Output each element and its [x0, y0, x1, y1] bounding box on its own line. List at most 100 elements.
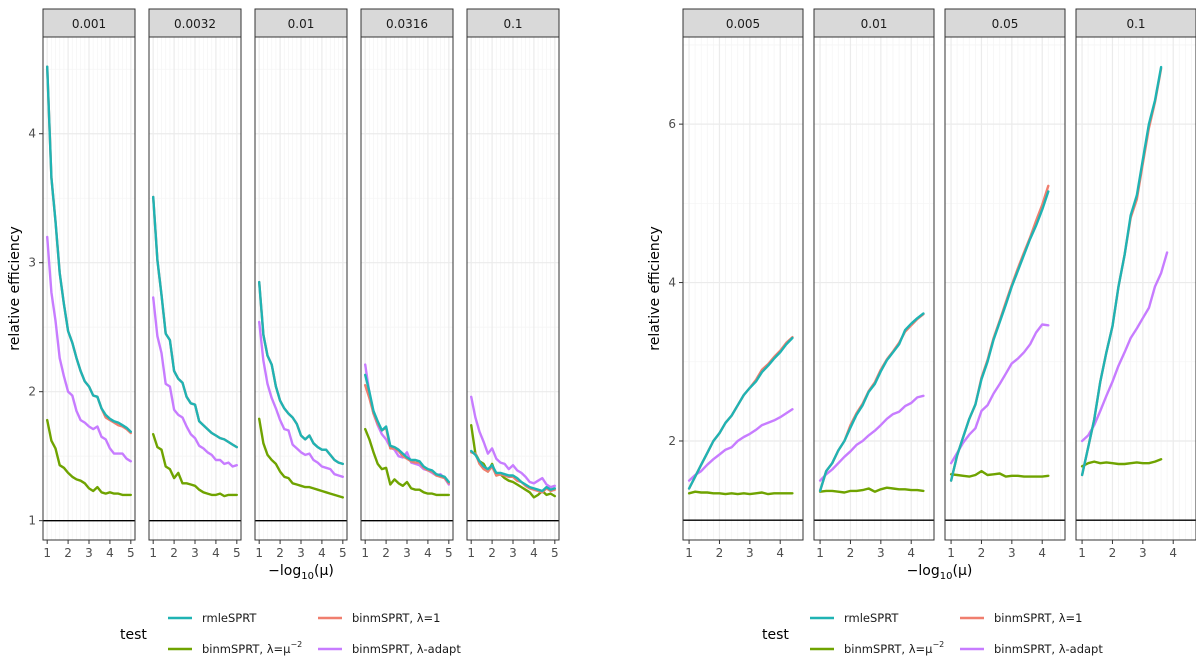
series-lines: [470, 395, 556, 499]
facet-strip-label: 0.05: [992, 17, 1019, 31]
x-axis-title-suffix: (μ): [952, 563, 972, 579]
x-tick-label: 4: [1038, 546, 1046, 560]
legend-1: test rmleSPRT binmSPRT, λ=1 binmSPRT, λ=μ−2…: [120, 611, 461, 656]
legend-title: test: [762, 627, 789, 643]
legend-label: binmSPRT, λ-adapt: [994, 642, 1103, 656]
series-line-rmleSPRT: [258, 280, 344, 466]
series-line-binm_lambda_mu: [687, 490, 794, 496]
x-axis-title-sub: 10: [301, 571, 314, 582]
series-line-binm_adapt: [152, 296, 238, 468]
panel-background: [1076, 37, 1196, 540]
x-tick-label: 1: [947, 546, 955, 560]
x-tick-label: 1: [149, 546, 157, 560]
x-tick-label: 3: [1139, 546, 1147, 560]
x-tick-label: 3: [509, 546, 517, 560]
x-tick-label: 2: [978, 546, 986, 560]
legend-item-rmleSPRT: rmleSPRT: [810, 611, 899, 625]
x-axis-title: −log10(μ): [907, 563, 973, 582]
x-tick-label: 5: [233, 546, 241, 560]
facet-panel: 0.1 1 2 3 4: [1075, 8, 1196, 560]
x-tick-label: 4: [424, 546, 432, 560]
facet-panel: 0.001 1 2 3 4 5: [42, 8, 136, 560]
legend-label: binmSPRT, λ=μ−2: [844, 640, 944, 656]
y-tick-label: 4: [668, 276, 676, 290]
facet-panel: 0.005 1 2 3 4: [682, 8, 804, 560]
series-lines: [46, 65, 132, 497]
series-line-binm_adapt: [470, 395, 556, 489]
x-tick-label: 3: [191, 546, 199, 560]
legend-item-binm_lambda1: binmSPRT, λ=1: [318, 611, 440, 625]
series-lines: [152, 195, 238, 498]
x-tick-label: 1: [361, 546, 369, 560]
y-tick-label: 2: [668, 434, 676, 448]
x-tick-label: 1: [255, 546, 263, 560]
x-axis-title-prefix: −log: [907, 563, 940, 579]
y-tick-label: 2: [28, 385, 36, 399]
series-lines: [818, 312, 925, 494]
y-tick-label: 4: [28, 127, 36, 141]
facet-strip: [42, 8, 136, 38]
series-lines: [687, 336, 794, 496]
series-line-rmleSPRT: [470, 449, 556, 493]
facet-strip-label: 0.1: [1126, 17, 1145, 31]
legend-label: binmSPRT, λ=μ−2: [202, 640, 302, 656]
legend-item-binm_lambda_mu: binmSPRT, λ=μ−2: [810, 640, 944, 656]
facet-strip: [360, 8, 454, 38]
series-lines: [364, 363, 450, 497]
facet-panel: 0.05 1 2 3 4: [944, 8, 1066, 560]
legend-item-binm_adapt: binmSPRT, λ-adapt: [960, 642, 1103, 656]
facet-panel: 0.0316 1 2 3 4 5: [360, 8, 454, 560]
series-line-binm_lambda_mu: [1080, 458, 1163, 468]
x-tick-label: 3: [1008, 546, 1016, 560]
series-line-rmleSPRT: [152, 195, 238, 449]
x-tick-label: 2: [170, 546, 178, 560]
legend-item-rmleSPRT: rmleSPRT: [168, 611, 257, 625]
x-axis-title: −log10(μ): [268, 563, 334, 582]
series-lines: [258, 280, 344, 499]
facet-strip: [813, 8, 935, 38]
x-axis-title-sub: 10: [940, 571, 953, 582]
series-line-binm_lambda_mu: [364, 427, 450, 497]
panel-background: [814, 37, 934, 540]
x-tick-label: 4: [776, 546, 784, 560]
series-lines: [949, 184, 1050, 482]
x-tick-label: 5: [551, 546, 559, 560]
x-tick-label: 5: [445, 546, 453, 560]
x-tick-label: 1: [467, 546, 475, 560]
x-tick-label: 4: [1169, 546, 1177, 560]
y-tick-label: 6: [668, 117, 676, 131]
facet-strip: [944, 8, 1066, 38]
series-line-binm_lambda_mu: [152, 433, 238, 498]
x-tick-label: 1: [43, 546, 51, 560]
legend-2: test rmleSPRT binmSPRT, λ=1 binmSPRT, λ=μ−2…: [762, 611, 1103, 656]
series-lines: [1080, 65, 1169, 477]
x-tick-label: 2: [382, 546, 390, 560]
x-tick-label: 2: [276, 546, 284, 560]
x-tick-label: 1: [1078, 546, 1086, 560]
legend-item-binm_lambda_mu: binmSPRT, λ=μ−2: [168, 640, 302, 656]
x-tick-label: 3: [297, 546, 305, 560]
series-line-rmleSPRT: [949, 190, 1050, 482]
series-line-rmleSPRT: [687, 336, 794, 490]
x-tick-label: 1: [685, 546, 693, 560]
legend-label: rmleSPRT: [202, 611, 257, 625]
panel-background: [683, 37, 803, 540]
x-tick-label: 3: [403, 546, 411, 560]
x-tick-label: 3: [746, 546, 754, 560]
x-tick-label: 3: [877, 546, 885, 560]
legend-title: test: [120, 627, 147, 643]
x-tick-label: 1: [816, 546, 824, 560]
facet-panel: 0.01 1 2 3 4: [813, 8, 935, 560]
series-line-rmleSPRT: [1080, 65, 1163, 477]
facet-strip: [682, 8, 804, 38]
y-axis-title: relative efficiency: [7, 226, 23, 350]
x-axis-title-prefix: −log: [268, 563, 301, 579]
legend-label: binmSPRT, λ=1: [994, 611, 1082, 625]
x-tick-label: 4: [907, 546, 915, 560]
series-line-rmleSPRT: [46, 65, 132, 433]
y-tick-label: 3: [28, 256, 36, 270]
series-line-binm_adapt: [818, 394, 925, 482]
x-tick-label: 2: [64, 546, 72, 560]
series-line-binm_lambda_mu: [949, 469, 1050, 478]
